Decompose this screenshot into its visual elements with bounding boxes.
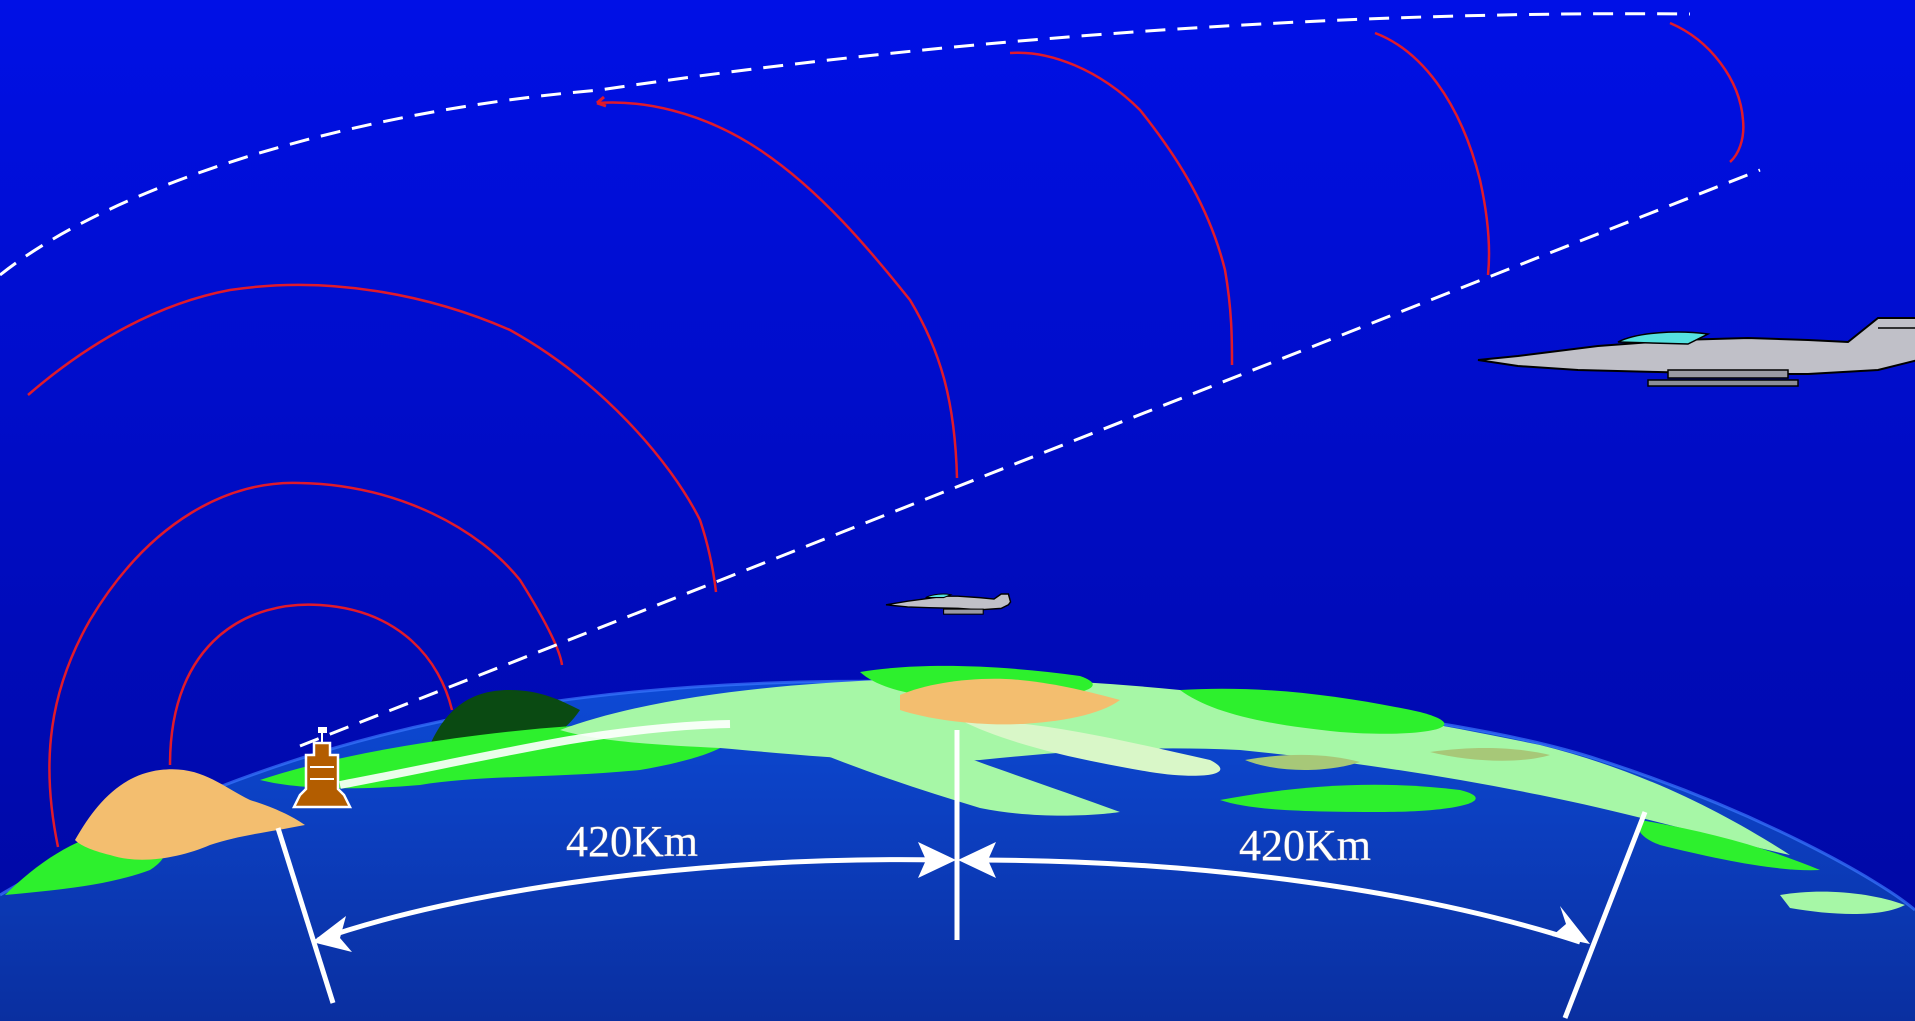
left-distance-tick (275, 827, 336, 1004)
land-pale-strip (960, 720, 1221, 776)
land-tan-center (900, 678, 1120, 725)
radar-wave-arc-1 (168, 603, 454, 766)
land-green-southeast (1220, 784, 1476, 812)
upper-coverage-dashed-line (0, 12, 1691, 277)
radar-wave-arc-7 (1669, 21, 1745, 163)
arrowhead-left-start (312, 916, 352, 952)
coverage-boundaries (0, 12, 1761, 748)
radar-wavefronts (27, 21, 1745, 848)
radar-wave-arc-3 (27, 283, 718, 593)
left-distance-arc (317, 857, 941, 943)
arrowhead-right-start (958, 842, 996, 878)
distance-arrowheads (312, 842, 1590, 952)
right-distance-arc (974, 857, 1581, 945)
land-olive-patch-2 (1430, 748, 1550, 761)
arrowhead-right-end (1552, 906, 1590, 944)
radar-wave-tip (596, 95, 607, 108)
land-light-south (800, 744, 1120, 816)
radar-wave-arc-6 (1374, 31, 1491, 276)
terrain (5, 665, 1905, 914)
left-distance-label: 420Km (566, 817, 698, 866)
land-light-band (560, 678, 1790, 855)
land-olive-patch (1245, 754, 1360, 770)
right-distance-tick (1562, 811, 1648, 1019)
radar-wave-arc-4 (597, 101, 959, 479)
land-light-far-east (1780, 891, 1905, 914)
white-river (339, 720, 731, 789)
land-green-far-east (1638, 820, 1820, 871)
right-distance-label: 420Km (1239, 821, 1371, 870)
radar-horizon-dashed-line (299, 168, 1761, 748)
near-aircraft-icon (885, 593, 1012, 615)
land-tan-west (75, 769, 305, 860)
radar-station-icon (291, 727, 353, 809)
arrowhead-left-end (918, 842, 956, 878)
distance-markers (275, 730, 1648, 1019)
radar-wave-arc-2 (48, 481, 564, 848)
far-aircraft-icon (1477, 317, 1915, 387)
radar-wave-arc-5 (1009, 51, 1234, 366)
land-green-northeast (1180, 688, 1445, 734)
